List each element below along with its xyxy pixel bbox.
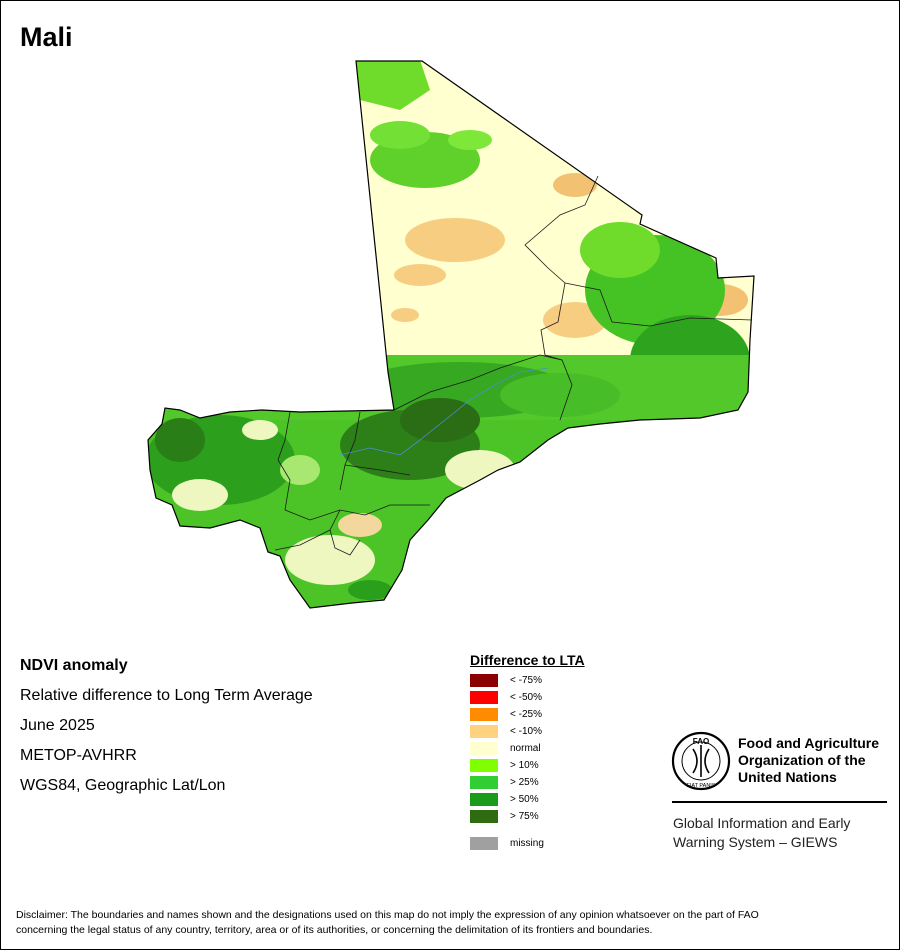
niger-river (339, 367, 549, 456)
map-info-block: NDVI anomaly Relative difference to Long… (20, 656, 313, 806)
legend-item: > 50% (470, 791, 585, 808)
map-title: Mali (20, 22, 73, 52)
legend-item: normal (470, 740, 585, 757)
legend-swatch (470, 691, 498, 704)
legend-swatch (470, 725, 498, 738)
legend-swatch (470, 759, 498, 772)
info-sensor: METOP-AVHRR (20, 747, 137, 764)
info-projection: WGS84, Geographic Lat/Lon (20, 777, 226, 794)
legend-label: normal (510, 743, 541, 754)
legend-label: > 10% (510, 760, 539, 771)
legend-label: < -50% (510, 692, 542, 703)
fao-name: Food and Agriculture Organization of the… (738, 735, 880, 785)
legend-items: < -75% < -50% < -25% < -10% normal > 10% > 25%… (470, 672, 585, 825)
legend-swatch (470, 810, 498, 823)
legend-swatch (470, 742, 498, 755)
legend-item: < -10% (470, 723, 585, 740)
legend-label: < -25% (510, 709, 542, 720)
giews-name: Global Information and Early Warning Sys… (673, 815, 851, 850)
legend-title: Difference to LTA (470, 652, 585, 668)
info-product: NDVI anomaly (20, 657, 128, 674)
legend-swatch (470, 674, 498, 687)
legend-label: < -75% (510, 675, 542, 686)
legend-item: > 25% (470, 774, 585, 791)
legend-swatch (470, 776, 498, 789)
legend-swatch (470, 837, 498, 850)
fao-divider (672, 801, 887, 803)
info-description: Relative difference to Long Term Average (20, 687, 313, 704)
legend-swatch (470, 793, 498, 806)
legend-swatch (470, 708, 498, 721)
legend-item: < -50% (470, 689, 585, 706)
disclaimer: Disclaimer: The boundaries and names sho… (16, 909, 759, 936)
fao-logo-icon: FAO FIAT PANIS (671, 731, 731, 791)
legend-item: > 75% (470, 808, 585, 825)
legend-label: < -10% (510, 726, 542, 737)
legend-item: < -25% (470, 706, 585, 723)
legend-item-missing: missing (470, 835, 585, 852)
legend-label: missing (510, 838, 544, 849)
svg-text:FIAT PANIS: FIAT PANIS (686, 783, 715, 789)
svg-text:FAO: FAO (693, 737, 709, 746)
legend-label: > 75% (510, 811, 539, 822)
ndvi-raster (148, 61, 754, 608)
mali-ndvi-map (147, 60, 755, 609)
legend-label: > 50% (510, 794, 539, 805)
legend-label: > 25% (510, 777, 539, 788)
info-date: June 2025 (20, 717, 95, 734)
legend-item: < -75% (470, 672, 585, 689)
map-legend: Difference to LTA < -75% < -50% < -25% < -1… (470, 652, 585, 852)
legend-item: > 10% (470, 757, 585, 774)
region-boundaries (274, 175, 753, 556)
